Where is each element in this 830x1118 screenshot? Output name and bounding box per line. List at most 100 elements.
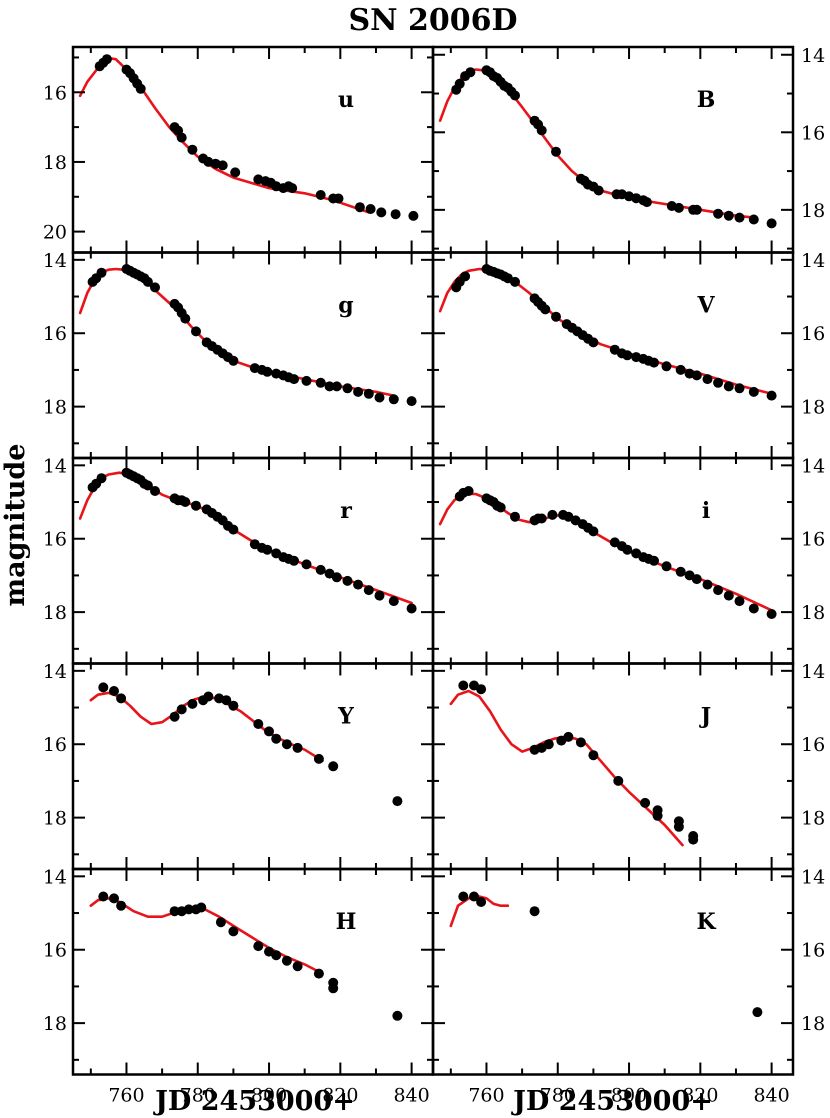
data-point-B-3: [465, 67, 476, 78]
y-tick-label-H-16: 16: [43, 940, 67, 962]
panel-frame-J: [431, 662, 795, 871]
panel-B: 14 16 18 B: [431, 45, 825, 254]
data-point-i-29: [691, 574, 702, 585]
data-point-Y-4: [176, 704, 187, 715]
x-tick-label-H-780: 780: [180, 1085, 216, 1107]
data-point-J-13: [652, 810, 663, 821]
data-point-B-21: [593, 185, 604, 196]
data-point-J-7: [563, 731, 574, 742]
data-point-r-35: [363, 585, 374, 596]
data-point-u-30: [390, 209, 401, 220]
data-point-u-26: [333, 193, 344, 204]
y-tick-label-V-14: 14: [801, 250, 825, 272]
data-point-B-33: [723, 210, 734, 221]
data-point-g-15: [191, 326, 201, 337]
data-point-V-14: [540, 304, 551, 315]
model-curve-J: [449, 689, 684, 847]
data-point-H-8: [215, 917, 226, 928]
data-point-u-29: [376, 207, 387, 218]
data-point-B-16: [551, 146, 561, 157]
y-tick-label-g-14: 14: [43, 250, 67, 272]
data-point-r-14: [180, 497, 191, 507]
x-axis-title-left: JD 2453000+: [153, 1086, 355, 1117]
data-point-H-0: [98, 891, 109, 902]
data-point-g-9: [142, 276, 153, 287]
data-point-Y-15: [292, 742, 303, 753]
data-point-H-13: [281, 955, 292, 966]
y-tick-label-Y-18: 18: [43, 808, 67, 830]
data-point-K-3: [529, 906, 540, 917]
data-point-r-37: [388, 596, 399, 607]
data-point-i-11: [536, 513, 547, 524]
data-point-r-29: [301, 559, 312, 570]
data-point-B-32: [713, 208, 724, 219]
band-label-B: B: [697, 87, 716, 113]
x-tick-label-K-760: 760: [468, 1085, 504, 1107]
data-point-H-5: [183, 904, 194, 915]
data-point-u-27: [354, 202, 365, 213]
band-label-J: J: [699, 704, 711, 730]
data-point-r-2: [96, 473, 107, 484]
y-tick-label-i-14: 14: [801, 455, 825, 477]
band-label-u: u: [338, 87, 354, 113]
data-point-i-18: [588, 526, 599, 537]
panel-frame-u: [71, 45, 435, 254]
data-point-g-28: [289, 374, 299, 385]
data-point-u-2: [101, 54, 112, 65]
y-tick-label-V-18: 18: [801, 397, 825, 419]
data-point-g-34: [353, 386, 364, 397]
data-point-J-5: [543, 739, 554, 750]
data-point-g-14: [180, 313, 191, 324]
data-point-B-31: [691, 204, 702, 215]
data-point-i-34: [748, 603, 759, 614]
data-point-u-28: [365, 204, 376, 214]
data-point-Y-18: [392, 796, 403, 807]
y-tick-label-K-18: 18: [801, 1013, 825, 1035]
data-point-i-12: [547, 509, 558, 520]
data-point-g-37: [388, 394, 399, 405]
data-point-g-36: [374, 392, 385, 403]
model-curve-u: [78, 56, 371, 214]
data-point-H-2: [116, 900, 127, 911]
data-point-H-7: [196, 902, 207, 913]
y-tick-label-B-14: 14: [801, 45, 825, 67]
y-tick-label-H-14: 14: [43, 866, 67, 888]
data-point-J-8: [575, 737, 586, 748]
y-tick-label-i-16: 16: [801, 529, 825, 551]
panel-frame-H: [71, 867, 435, 1076]
y-tick-label-J-16: 16: [801, 734, 825, 756]
panel-grid: 161820u141618B141618g141618V141618r14161…: [43, 45, 825, 1107]
y-tick-label-V-16: 16: [801, 323, 825, 345]
y-tick-label-g-16: 16: [43, 323, 67, 345]
y-tick-label-r-16: 16: [43, 529, 67, 551]
data-point-V-21: [588, 337, 599, 348]
data-point-i-25: [649, 555, 659, 566]
data-point-V-36: [734, 383, 745, 394]
band-label-i: i: [702, 498, 710, 524]
data-point-B-27: [641, 197, 652, 208]
model-curve-g: [78, 267, 396, 397]
panel-frame-r: [71, 456, 435, 665]
panel-g: 14 16 18 g: [43, 250, 435, 460]
data-point-V-37: [748, 386, 759, 397]
x-tick-label-H-760: 760: [108, 1085, 144, 1107]
band-label-V: V: [696, 293, 715, 319]
data-point-Y-3: [169, 711, 180, 722]
data-point-J-15: [673, 821, 684, 832]
x-tick-label-H-820: 820: [322, 1085, 358, 1107]
y-tick-label-i-18: 18: [801, 602, 825, 624]
data-point-V-32: [691, 370, 702, 381]
data-point-J-0: [458, 680, 469, 691]
data-point-g-21: [228, 355, 239, 366]
x-tick-label-K-840: 840: [753, 1085, 789, 1107]
model-curve-V: [438, 267, 773, 396]
panel-i: 14 16 18 i: [431, 455, 825, 665]
x-tick-label-K-820: 820: [682, 1085, 718, 1107]
data-point-g-2: [96, 267, 107, 278]
data-point-H-10: [253, 941, 264, 952]
data-point-J-9: [588, 750, 599, 761]
data-point-B-29: [673, 202, 684, 213]
data-point-B-35: [748, 214, 759, 225]
data-point-H-14: [292, 961, 303, 972]
